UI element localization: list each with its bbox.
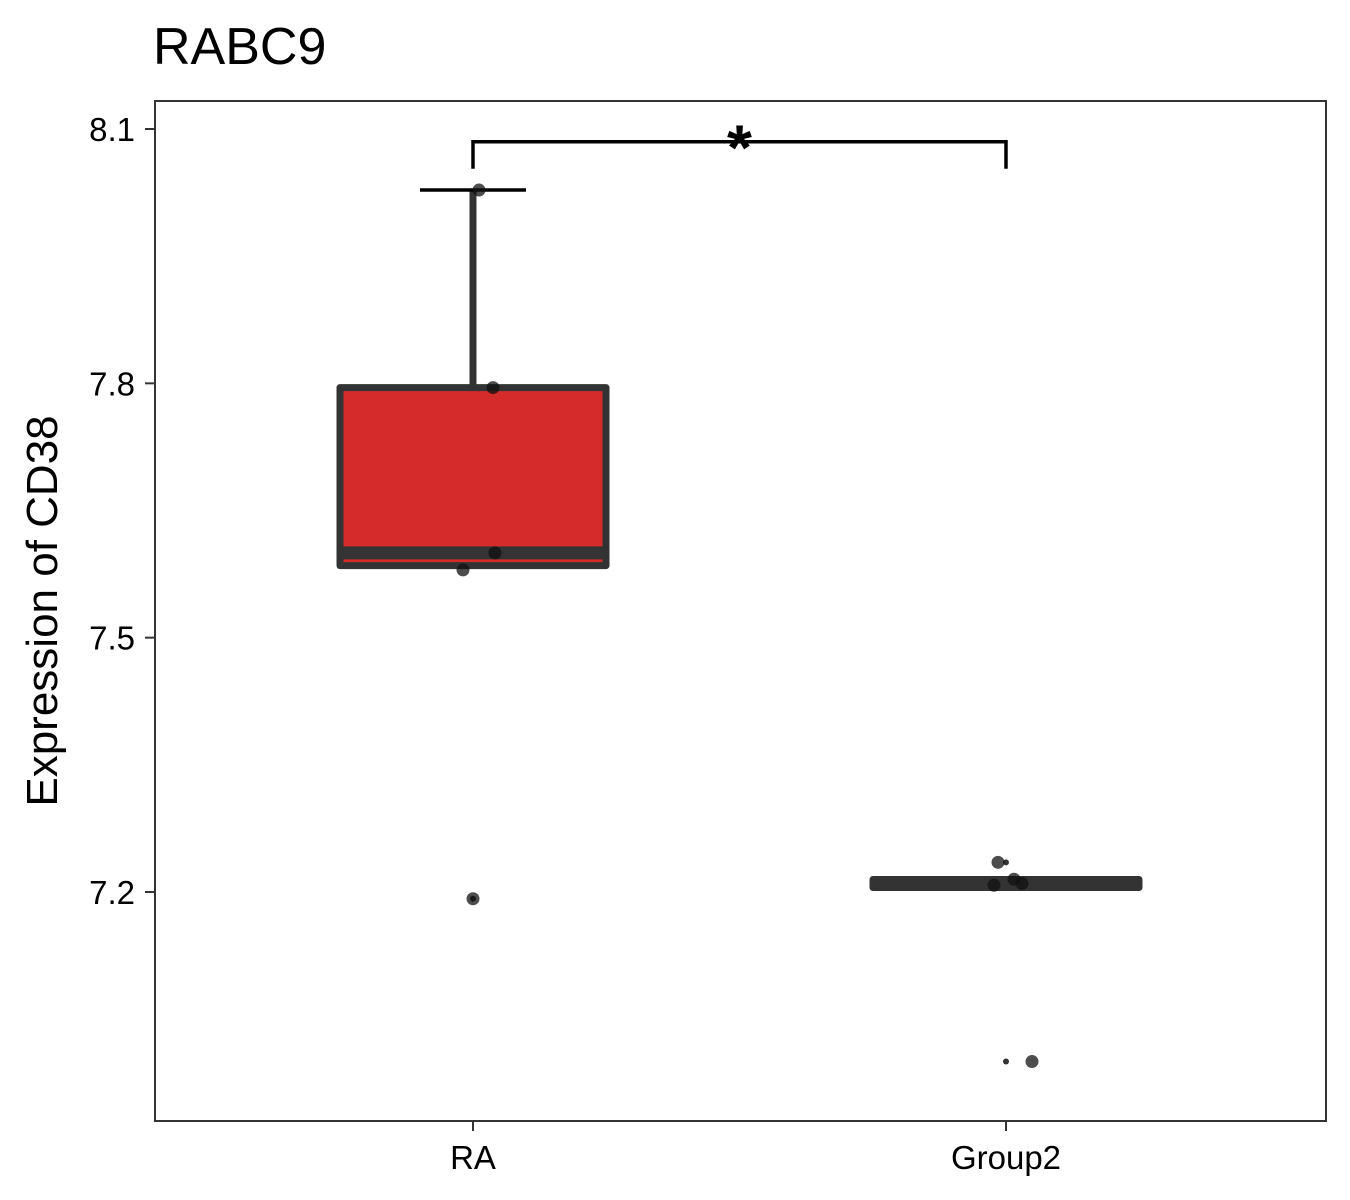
outlier-marker <box>1003 1058 1009 1065</box>
box-body <box>336 384 610 570</box>
data-point <box>488 546 502 560</box>
y-tick-label: 7.8 <box>89 365 135 402</box>
significance-bracket <box>471 139 1008 169</box>
axis-ticks-layer: 7.2 7.5 7.8 8.1 RA Group2 <box>89 111 1061 1176</box>
data-point <box>486 381 500 395</box>
data-point <box>1015 877 1029 891</box>
y-axis-label: Expression of CD38 <box>18 415 67 806</box>
data-point <box>466 892 480 906</box>
y-tick-label: 7.5 <box>89 620 135 657</box>
significance-label: * <box>727 112 752 184</box>
chart-title: RABC9 <box>153 18 326 76</box>
boxplot-layer <box>336 188 1143 1065</box>
points-layer <box>456 183 1039 1069</box>
data-point <box>991 855 1005 869</box>
x-tick-label: Group2 <box>951 1139 1061 1176</box>
data-point <box>472 183 486 197</box>
x-tick-label: RA <box>450 1139 496 1176</box>
annotation-layer: * <box>471 112 1008 184</box>
y-tick-label: 8.1 <box>89 111 135 148</box>
y-tick-label: 7.2 <box>89 874 135 911</box>
outlier-marker <box>1003 859 1009 866</box>
data-point <box>456 563 470 577</box>
data-point <box>987 878 1001 892</box>
data-point <box>1025 1055 1039 1069</box>
plot-panel-border <box>154 100 1327 1122</box>
